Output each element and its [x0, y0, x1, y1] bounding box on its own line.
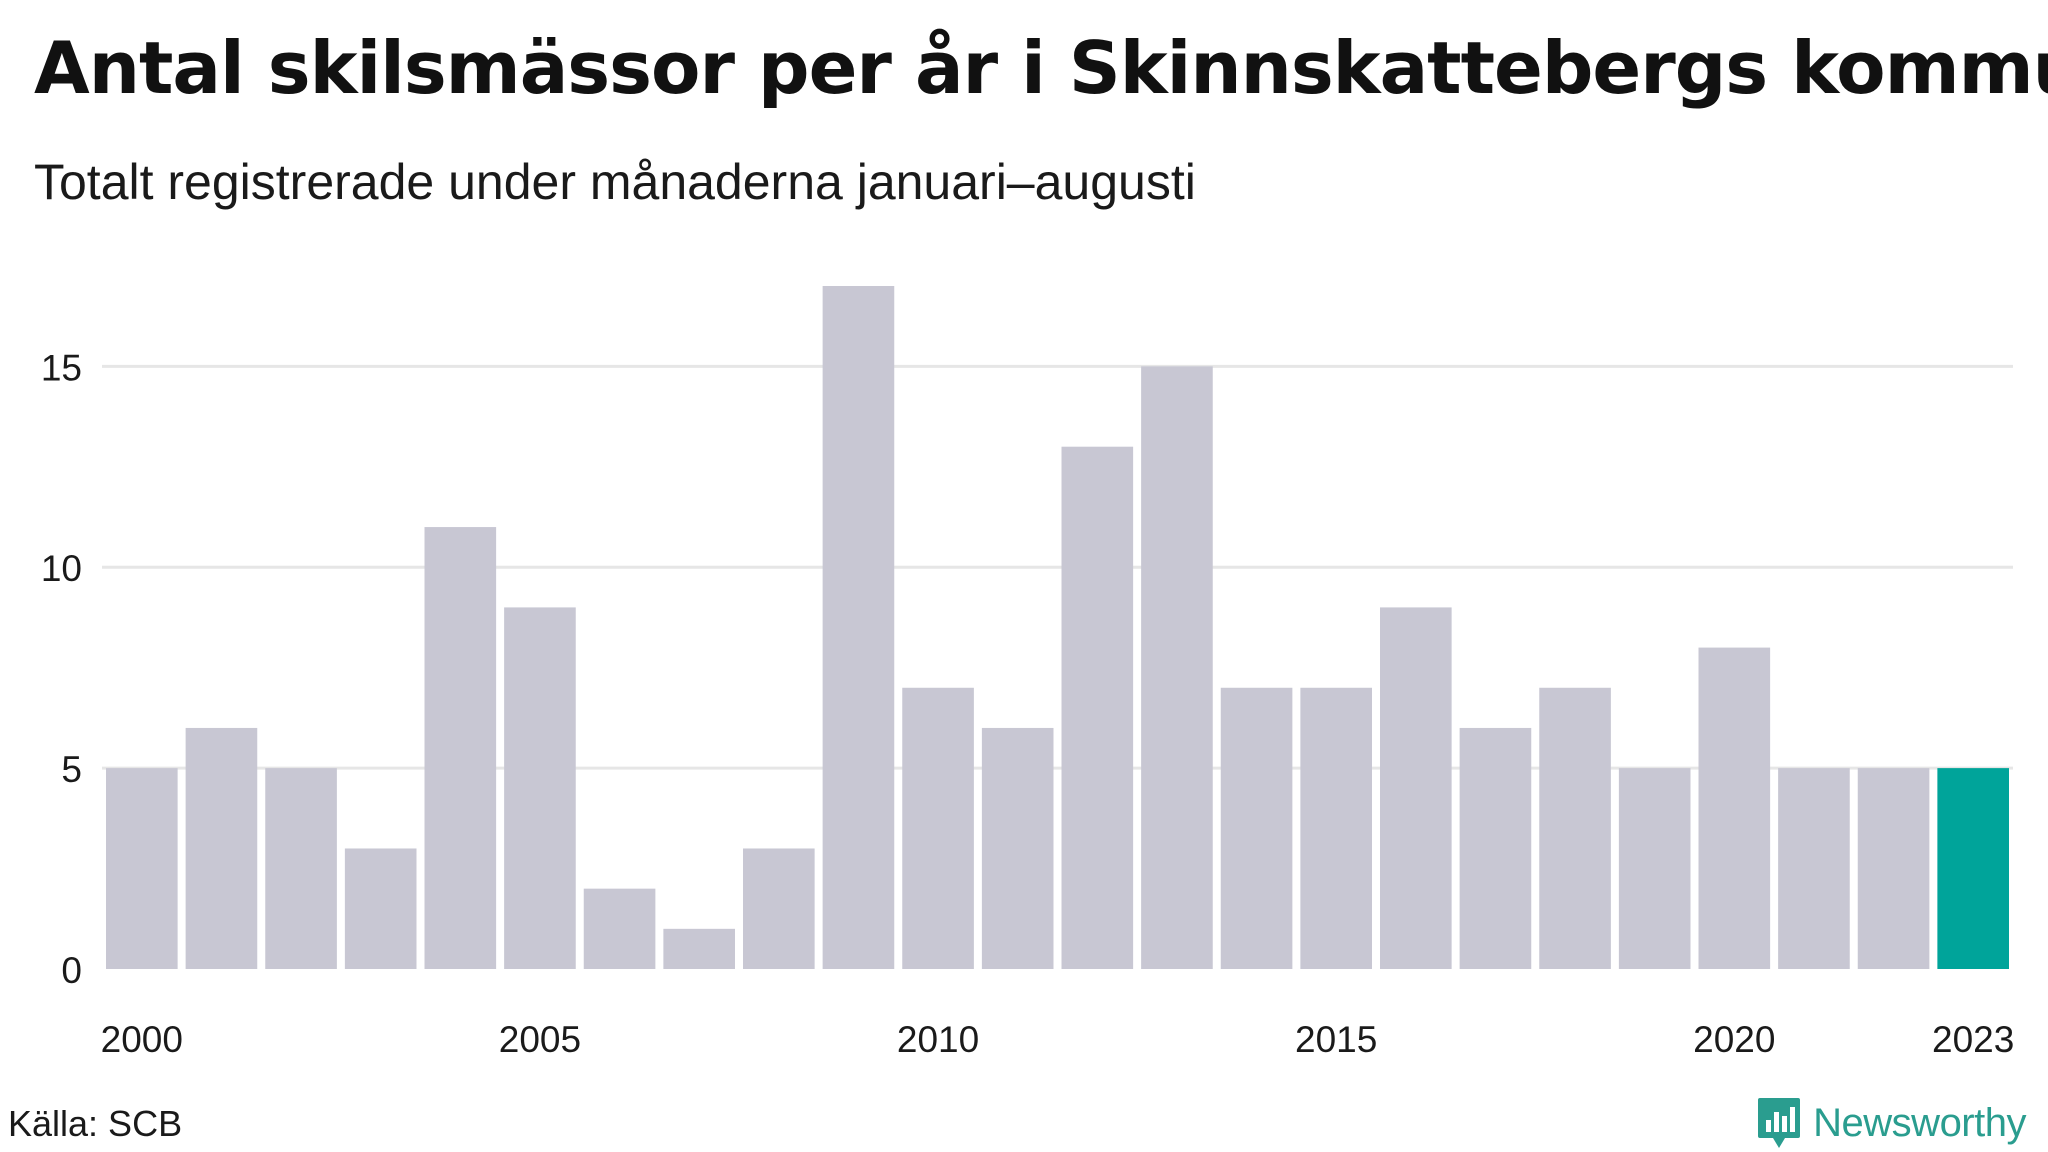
x-tick-label: 2010	[897, 1019, 979, 1060]
bar-2017	[1459, 727, 1532, 969]
bar-2023	[1937, 768, 2009, 969]
bar-2018	[1539, 687, 1611, 969]
bar-2019	[1618, 768, 1691, 969]
x-tick-label: 2005	[499, 1019, 581, 1060]
brand-name: Newsworthy	[1813, 1100, 2026, 1145]
x-tick-label: 2015	[1295, 1019, 1377, 1060]
bar-2007	[663, 928, 735, 969]
x-tick-label: 2023	[1932, 1019, 2014, 1060]
y-tick-label: 10	[41, 548, 82, 589]
bar-2021	[1778, 768, 1850, 969]
bar-2003	[344, 848, 417, 969]
bars	[106, 286, 2009, 970]
x-tick-label: 2000	[101, 1019, 183, 1060]
bar-2020	[1698, 647, 1771, 969]
bar-2006	[583, 888, 656, 969]
bar-2016	[1380, 607, 1452, 969]
bar-2002	[265, 768, 337, 969]
brand: Newsworthy	[1757, 1094, 2026, 1152]
y-tick-label: 15	[41, 347, 82, 388]
bar-2008	[743, 848, 815, 969]
bar-2015	[1300, 687, 1372, 969]
bar-2011	[981, 727, 1054, 969]
bar-2004	[424, 527, 497, 969]
bar-2010	[902, 687, 974, 969]
source-note: Källa: SCB	[8, 1103, 183, 1144]
chart-subtitle: Totalt registrerade under månaderna janu…	[34, 154, 1196, 210]
bar-2005	[504, 607, 576, 969]
bar-2013	[1141, 366, 1213, 970]
grid-lines	[102, 364, 2013, 770]
bar-2000	[106, 768, 178, 969]
x-axis-ticks: 2000 2005 2010 2015 2020 2023	[101, 1019, 2015, 1060]
chart-title: Antal skilsmässor per år i Skinnskattebe…	[34, 26, 2048, 110]
bar-2022	[1857, 768, 1930, 969]
y-tick-label: 0	[61, 950, 82, 991]
bar-2009	[822, 286, 895, 969]
y-axis-ticks: 0 5 10 15	[41, 347, 82, 991]
bar-2014	[1220, 687, 1293, 969]
y-tick-label: 5	[61, 749, 82, 790]
x-tick-label: 2020	[1693, 1019, 1775, 1060]
bar-2012	[1061, 446, 1134, 969]
bar-2001	[185, 727, 258, 969]
newsworthy-logo-icon	[1758, 1098, 1801, 1148]
